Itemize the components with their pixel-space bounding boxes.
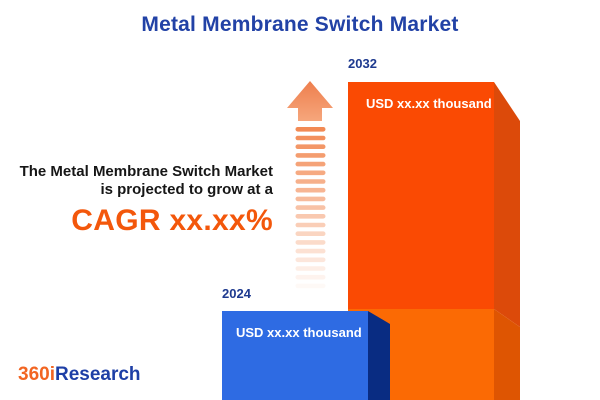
arrow-stripe	[295, 266, 326, 271]
bar-2024	[222, 311, 390, 400]
growth-arrow-icon	[287, 81, 333, 289]
bar-2024-side	[368, 311, 390, 400]
arrow-stripe	[295, 127, 326, 132]
annotation-line-1: The Metal Membrane Switch Market	[19, 163, 273, 180]
arrow-stripe	[295, 161, 326, 167]
annotation-line-2: is projected to grow at a	[100, 181, 273, 198]
value-label-2024: USD xx.xx thousand	[236, 325, 362, 340]
annotation-block: The Metal Membrane Switch Market is proj…	[20, 163, 273, 238]
arrow-stripe	[295, 257, 326, 263]
arrow-stripe	[295, 283, 326, 289]
arrow-stripe	[295, 135, 326, 141]
logo-prefix: 360i	[18, 364, 55, 385]
arrow-stripe	[295, 144, 326, 149]
year-label-2024: 2024	[222, 286, 251, 301]
value-label-2032: USD xx.xx thousand	[366, 96, 492, 111]
bar-2032-front-upper	[348, 82, 494, 309]
brand-logo: 360iResearch	[18, 364, 141, 386]
arrow-stripe	[295, 187, 326, 193]
cagr-value: CAGR xx.xx%	[71, 204, 273, 237]
page-title: Metal Membrane Switch Market	[141, 13, 459, 36]
arrow-stripe	[295, 196, 326, 202]
year-label-2032: 2032	[348, 56, 377, 71]
bar-2032-side-lower	[494, 309, 520, 400]
bar-2024-front	[222, 311, 368, 400]
arrow-stripe	[295, 153, 326, 158]
arrow-stripe	[295, 205, 326, 210]
arrow-stripe	[295, 222, 326, 228]
arrow-stripe	[295, 170, 326, 176]
logo-suffix: Research	[54, 364, 141, 385]
bar-2032-side-upper	[494, 82, 520, 327]
arrow-head	[287, 81, 333, 121]
bar-2032	[348, 82, 520, 400]
arrow-stripe	[295, 240, 326, 245]
arrow-stripe	[295, 214, 326, 219]
arrow-stripe	[295, 179, 326, 184]
arrow-stripe	[295, 274, 326, 280]
arrow-stripe	[295, 248, 326, 254]
arrow-stripes	[295, 127, 326, 289]
arrow-stripe	[295, 231, 326, 236]
